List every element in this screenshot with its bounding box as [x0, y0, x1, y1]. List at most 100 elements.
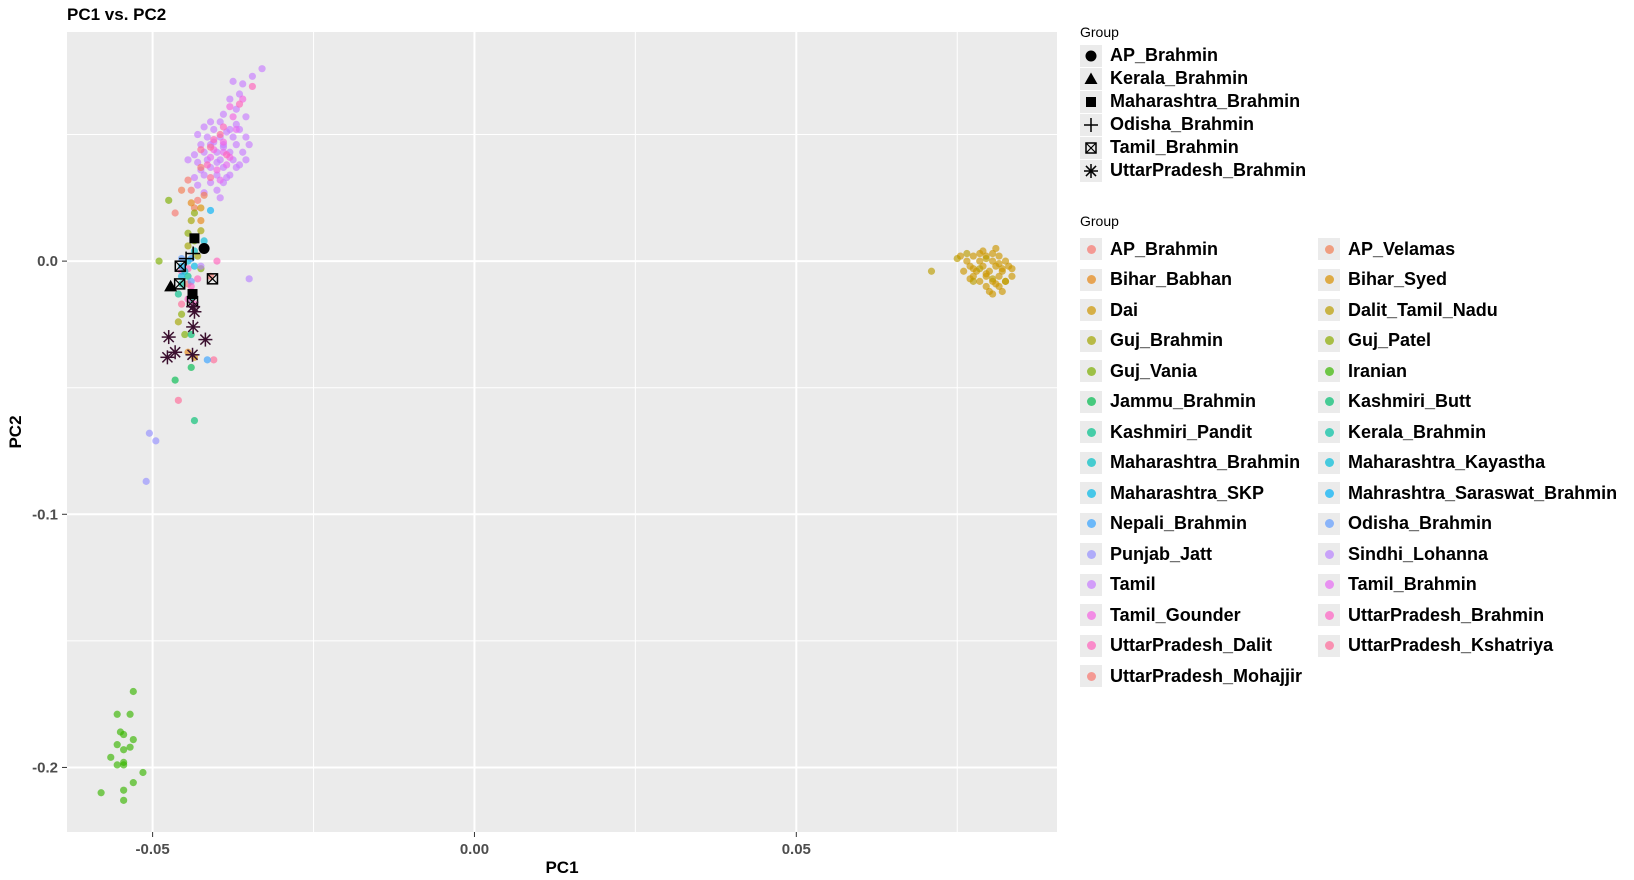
triangle-mark	[1084, 72, 1098, 84]
shape-legend-label: Odisha_Brahmin	[1110, 114, 1255, 134]
triangle-icon	[1080, 67, 1102, 90]
shape-point	[198, 332, 213, 347]
color-legend-item: Maharashtra_SKP	[1080, 478, 1318, 509]
ast-d2	[187, 301, 199, 313]
data-points	[97, 65, 1016, 804]
shape-point	[168, 345, 183, 360]
data-point	[139, 768, 147, 777]
legend-shape	[1085, 141, 1097, 154]
color-legend-item: Guj_Patel	[1318, 326, 1628, 357]
color-legend-item: Odisha_Brahmin	[1318, 509, 1628, 540]
asterisk-icon	[1080, 159, 1102, 182]
plot-panel	[67, 32, 1057, 832]
data-point	[177, 272, 186, 280]
color-legend-item: UttarPradesh_Kshatriya	[1318, 631, 1628, 662]
color-dot-icon	[1080, 512, 1102, 535]
data-point	[969, 265, 977, 273]
shape-legend-label: AP_Brahmin	[1110, 45, 1219, 65]
data-point	[210, 125, 218, 134]
color-legend-label: Nepali_Brahmin	[1110, 513, 1248, 534]
color-legend-label: Kashmiri_Butt	[1348, 391, 1472, 412]
color-legend-item: Tamil	[1080, 570, 1318, 601]
data-point	[129, 779, 137, 787]
shape-legend-item: Tamil_Brahmin	[1080, 136, 1306, 159]
ast-d2	[199, 334, 211, 346]
legend-dot	[1086, 519, 1096, 529]
data-point	[197, 262, 205, 270]
color-dot-icon	[1318, 634, 1340, 657]
legend-dot	[1086, 244, 1096, 254]
data-point	[97, 789, 105, 797]
data-point	[963, 249, 971, 258]
chart-title: PC1 vs. PC2	[67, 5, 167, 24]
data-point	[187, 277, 195, 285]
color-legend-label: AP_Velamas	[1348, 238, 1456, 259]
color-legend-label: Maharashtra_Kayastha	[1348, 452, 1546, 473]
data-point	[989, 249, 997, 258]
data-point	[235, 161, 244, 169]
ast-d2	[1085, 164, 1097, 177]
data-point	[235, 100, 244, 108]
shape-legend-label: Kerala_Brahmin	[1110, 68, 1249, 88]
legend-shape	[1084, 163, 1098, 178]
color-dot-icon	[1080, 329, 1102, 352]
shape-point	[179, 251, 194, 266]
data-point	[229, 133, 237, 141]
legend-dot	[1324, 244, 1334, 254]
box-mark	[173, 278, 186, 290]
triangle-mark	[164, 279, 178, 292]
data-point	[177, 300, 186, 308]
color-legend-item: Guj_Brahmin	[1080, 326, 1318, 357]
legend-dot	[1086, 610, 1096, 620]
data-point	[181, 330, 189, 339]
data-point	[194, 130, 202, 139]
data-point	[126, 710, 134, 718]
color-legend-item: Maharashtra_Kayastha	[1318, 448, 1628, 479]
data-point	[190, 151, 199, 159]
color-legend-label: UttarPradesh_Dalit	[1110, 635, 1273, 656]
legend-dot	[1324, 336, 1334, 346]
data-point	[177, 310, 186, 318]
data-point	[197, 141, 205, 149]
color-legend-item: Dai	[1080, 295, 1318, 326]
legend-dot	[1324, 519, 1334, 529]
color-legend-label: Kashmiri_Pandit	[1110, 421, 1253, 442]
data-point	[187, 217, 195, 225]
color-legend-item: AP_Velamas	[1318, 234, 1628, 265]
data-point	[145, 429, 153, 437]
data-point	[177, 262, 186, 270]
data-point	[171, 209, 179, 217]
color-dot-icon	[1080, 451, 1102, 474]
data-point	[239, 80, 247, 88]
color-legend-label: Maharashtra_Brahmin	[1110, 452, 1301, 473]
color-legend-item: Punjab_Jatt	[1080, 539, 1318, 570]
legend-dot	[1086, 488, 1096, 498]
shape-point	[160, 350, 175, 365]
color-legend-item: Tamil_Gounder	[1080, 600, 1318, 631]
color-legend-label: Bihar_Babhan	[1110, 269, 1233, 290]
color-dot-icon	[1318, 238, 1340, 261]
data-point	[982, 254, 990, 263]
legend-dot	[1086, 549, 1096, 559]
data-point	[242, 156, 250, 164]
color-legend-title: Group	[1080, 213, 1119, 229]
box-diag-2	[174, 278, 186, 290]
legend-dot	[1324, 427, 1334, 437]
color-legend-label: Maharashtra_SKP	[1110, 482, 1265, 503]
data-point	[194, 275, 202, 283]
color-legend-label: Guj_Patel	[1348, 330, 1432, 351]
legend-dot	[1324, 641, 1334, 651]
data-point	[216, 130, 224, 139]
data-point	[213, 257, 221, 265]
y-tick-label: -0.2	[32, 759, 58, 776]
data-point	[242, 133, 250, 141]
data-point	[219, 123, 228, 131]
box-mark	[174, 260, 187, 272]
data-point	[213, 186, 221, 194]
box-diag-2	[207, 273, 218, 285]
shape-point	[173, 278, 186, 290]
x-tick-label: 0.00	[460, 841, 489, 858]
data-point	[976, 277, 984, 285]
legend-dot	[1086, 671, 1096, 681]
ast-d2	[169, 346, 181, 358]
